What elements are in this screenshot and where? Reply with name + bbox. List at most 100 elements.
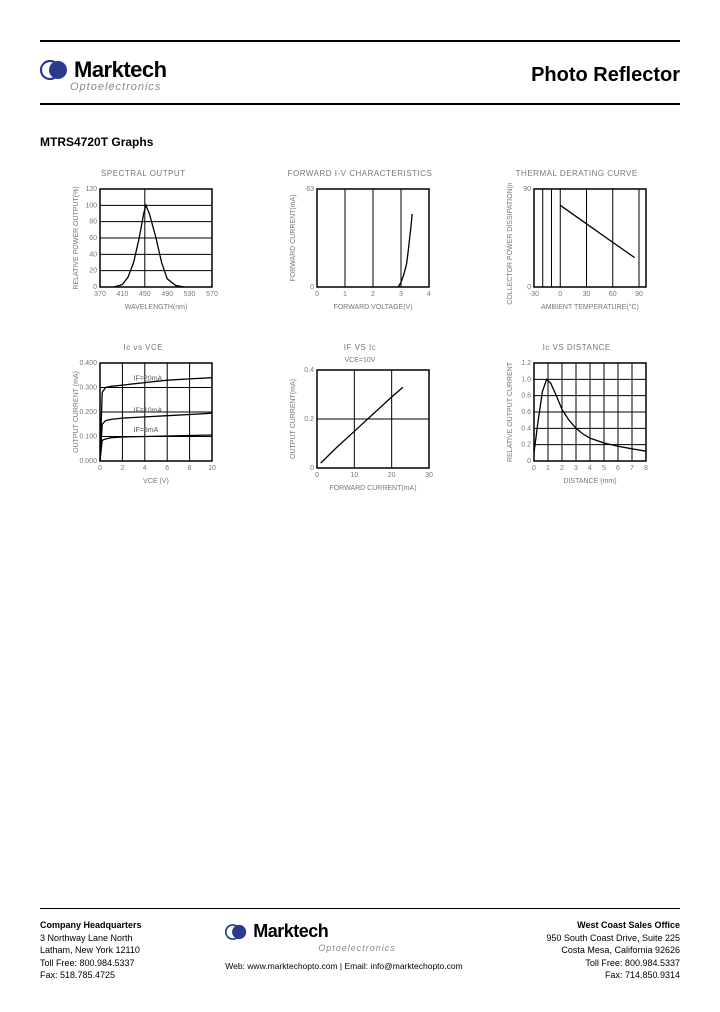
chart-svg: 01234567800.20.40.60.81.01.2DISTANCE (mm…	[502, 357, 652, 487]
svg-text:IF=20mA: IF=20mA	[134, 376, 163, 383]
svg-text:100: 100	[86, 202, 98, 209]
svg-text:OUTPUT CURRENT(mA): OUTPUT CURRENT(mA)	[290, 379, 297, 459]
chart-svg: IF=20mAIF=10mAIF=5mA02468100.0000.1000.2…	[68, 357, 218, 487]
svg-text:1.2: 1.2	[521, 360, 531, 367]
svg-text:570: 570	[206, 291, 218, 298]
svg-text:0.000: 0.000	[80, 458, 98, 465]
svg-text:0.8: 0.8	[521, 393, 531, 400]
svg-text:410: 410	[117, 291, 129, 298]
wc-fax: Fax: 714.850.9314	[546, 969, 680, 982]
svg-text:20: 20	[90, 268, 98, 275]
svg-text:FORWARD CURRENT(mA): FORWARD CURRENT(mA)	[290, 194, 297, 281]
svg-text:0.200: 0.200	[80, 409, 98, 416]
footer-hq: Company Headquarters 3 Northway Lane Nor…	[40, 919, 142, 982]
svg-text:4: 4	[427, 291, 431, 298]
logo-block: Marktech Optoelectronics	[40, 57, 167, 93]
svg-text:90: 90	[635, 291, 643, 298]
svg-text:2: 2	[121, 465, 125, 472]
svg-text:2: 2	[560, 465, 564, 472]
chart-0: SPECTRAL OUTPUT3704104504905305700204060…	[40, 169, 247, 313]
hq-addr2: Latham, New York 12110	[40, 944, 142, 957]
svg-text:490: 490	[162, 291, 174, 298]
svg-text:8: 8	[644, 465, 648, 472]
chart-svg: 01234063FORWARD VOLTAGE(V)FORWARD CURREN…	[285, 183, 435, 313]
chart-subtitle: VCE=10V	[257, 357, 464, 364]
footer-center: Marktech Optoelectronics Web: www.markte…	[225, 919, 462, 973]
logo-subtitle: Optoelectronics	[70, 81, 167, 93]
svg-text:0.300: 0.300	[80, 385, 98, 392]
svg-text:7: 7	[630, 465, 634, 472]
svg-text:0.4: 0.4	[304, 367, 314, 374]
hq-fax: Fax: 518.785.4725	[40, 969, 142, 982]
svg-text:1: 1	[343, 291, 347, 298]
svg-text:AMBIENT TEMPERATURE(°C): AMBIENT TEMPERATURE(°C)	[541, 303, 639, 311]
svg-text:30: 30	[425, 472, 433, 479]
chart-svg: 0 10 20 30 0 0.2 0.4 FORWARD CURRENT(mA) OUTPUT …	[285, 364, 435, 494]
header-rule	[40, 103, 680, 105]
chart-4: IF VS Ic VCE=10V 0 10 20 30 0 0.2 0.4 FORWARD CUR…	[257, 343, 464, 494]
svg-text:0: 0	[527, 458, 531, 465]
svg-text:FORWARD CURRENT(mA): FORWARD CURRENT(mA)	[329, 485, 416, 492]
svg-text:1: 1	[546, 465, 550, 472]
svg-text:63: 63	[306, 186, 314, 193]
svg-text:80: 80	[90, 219, 98, 226]
svg-text:20: 20	[388, 472, 396, 479]
svg-text:0: 0	[527, 284, 531, 291]
wc-addr2: Costa Mesa, California 92626	[546, 944, 680, 957]
chart-title: IF VS Ic	[257, 343, 464, 353]
svg-text:10: 10	[350, 472, 358, 479]
svg-text:0: 0	[532, 465, 536, 472]
doc-title: Photo Reflector	[531, 64, 680, 87]
svg-text:60: 60	[609, 291, 617, 298]
footer-logo-icon	[225, 924, 247, 940]
wc-addr1: 950 South Coast Drive, Suite 225	[546, 932, 680, 945]
svg-text:0: 0	[558, 291, 562, 298]
svg-text:0: 0	[310, 284, 314, 291]
chart-title: Ic vs VCE	[40, 343, 247, 353]
svg-text:0: 0	[315, 291, 319, 298]
svg-text:RELATIVE POWER OUTPUT(%): RELATIVE POWER OUTPUT(%)	[73, 186, 80, 289]
svg-text:3: 3	[574, 465, 578, 472]
svg-text:VCE (V): VCE (V)	[143, 478, 169, 485]
svg-text:OUTPUT CURRENT (mA): OUTPUT CURRENT (mA)	[73, 371, 80, 453]
svg-text:0: 0	[315, 472, 319, 479]
chart-svg: 370410450490530570020406080100120WAVELEN…	[68, 183, 218, 313]
footer-web: Web: www.marktechopto.com | Email: info@…	[225, 961, 462, 973]
hq-toll: Toll Free: 800.984.5337	[40, 957, 142, 970]
svg-text:WAVELENGTH(nm): WAVELENGTH(nm)	[125, 304, 188, 311]
svg-text:60: 60	[90, 235, 98, 242]
svg-text:5: 5	[602, 465, 606, 472]
chart-box: 370410450490530570020406080100120WAVELEN…	[68, 183, 218, 313]
svg-text:0.6: 0.6	[521, 409, 531, 416]
svg-text:RELATIVE OUTPUT CURRENT: RELATIVE OUTPUT CURRENT	[507, 361, 514, 462]
svg-text:30: 30	[582, 291, 590, 298]
logo-name: Marktech	[74, 57, 167, 83]
footer-wc: West Coast Sales Office 950 South Coast …	[546, 919, 680, 982]
svg-text:0.2: 0.2	[304, 416, 314, 423]
svg-text:1.0: 1.0	[521, 376, 531, 383]
chart-title: Ic VS DISTANCE	[473, 343, 680, 353]
svg-text:6: 6	[616, 465, 620, 472]
chart-box: IF=20mAIF=10mAIF=5mA02468100.0000.1000.2…	[68, 357, 218, 487]
svg-text:-30: -30	[529, 291, 539, 298]
svg-text:0.2: 0.2	[521, 442, 531, 449]
svg-text:COLLECTOR POWER DISSIPATION(mW: COLLECTOR POWER DISSIPATION(mW)	[507, 183, 514, 305]
svg-text:IF=5mA: IF=5mA	[134, 427, 159, 434]
hq-addr1: 3 Northway Lane North	[40, 932, 142, 945]
chart-title: THERMAL DERATING CURVE	[473, 169, 680, 179]
hq-title: Company Headquarters	[40, 919, 142, 932]
svg-text:FORWARD VOLTAGE(V): FORWARD VOLTAGE(V)	[333, 304, 412, 311]
chart-1: FORWARD I-V CHARACTERISTICS01234063FORWA…	[257, 169, 464, 313]
chart-box: 01234063FORWARD VOLTAGE(V)FORWARD CURREN…	[285, 183, 435, 313]
chart-5: Ic VS DISTANCE01234567800.20.40.60.81.01…	[473, 343, 680, 494]
charts-grid: SPECTRAL OUTPUT3704104504905305700204060…	[40, 169, 680, 494]
chart-title: SPECTRAL OUTPUT	[40, 169, 247, 179]
chart-3: Ic vs VCEIF=20mAIF=10mAIF=5mA02468100.00…	[40, 343, 247, 494]
footer-logo-name: Marktech	[253, 919, 328, 944]
svg-text:3: 3	[399, 291, 403, 298]
logo-icon	[40, 60, 68, 80]
svg-text:0: 0	[310, 465, 314, 472]
svg-text:0: 0	[98, 465, 102, 472]
footer: Company Headquarters 3 Northway Lane Nor…	[40, 908, 680, 982]
svg-text:IF=10mA: IF=10mA	[134, 407, 163, 414]
